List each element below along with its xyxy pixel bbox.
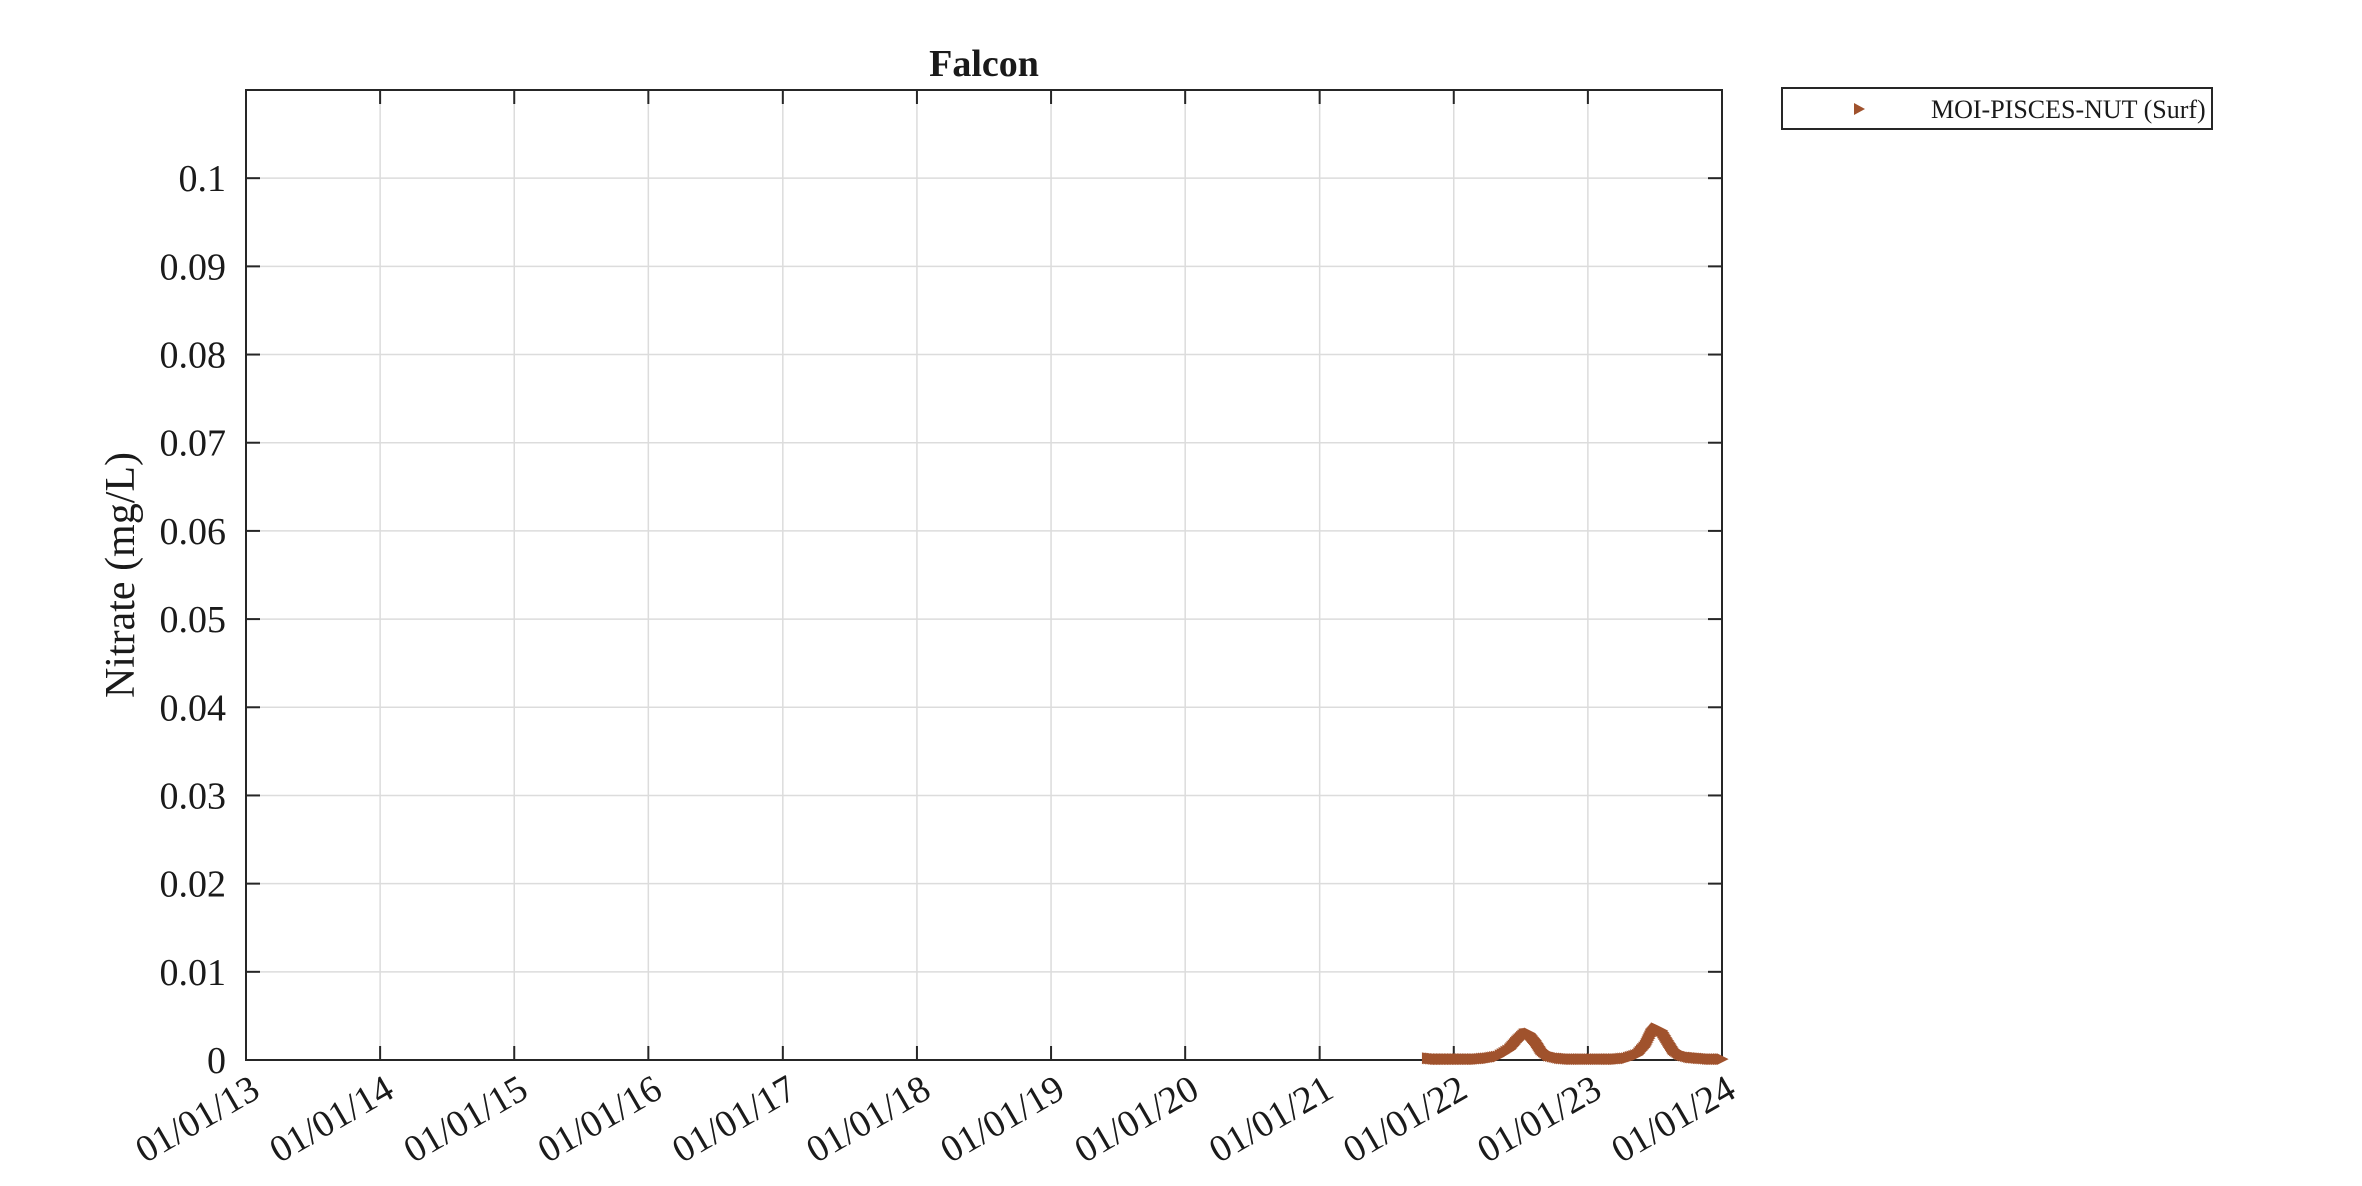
y-tick-label: 0.05: [160, 599, 227, 641]
x-tick-label: 01/01/15: [397, 1067, 535, 1171]
legend-marker-triangle-icon: [1854, 103, 1865, 115]
y-tick-label: 0.01: [160, 952, 227, 994]
data-series: [1421, 1022, 1729, 1066]
legend-entry-label: MOI-PISCES-NUT (Surf): [1931, 95, 2206, 124]
x-tick-label: 01/01/18: [799, 1067, 937, 1171]
chart-title: Falcon: [929, 43, 1039, 85]
y-tick-label: 0.07: [160, 423, 227, 465]
x-tick-label: 01/01/22: [1336, 1067, 1474, 1171]
y-tick-label: 0: [207, 1040, 226, 1082]
x-tick-label: 01/01/24: [1604, 1067, 1742, 1171]
x-tick-label: 01/01/13: [128, 1067, 266, 1171]
y-axis-label: Nitrate (mg/L): [98, 452, 144, 698]
x-tick-label: 01/01/17: [665, 1067, 803, 1171]
x-tick-label: 01/01/21: [1202, 1067, 1340, 1171]
x-tick-label: 01/01/14: [263, 1067, 401, 1171]
plot-area: [245, 89, 1723, 1061]
y-tick-labels: 0 0.01 0.02 0.03 0.04 0.05 0.06 0.07 0.08 0.09 0.1: [160, 158, 227, 1082]
x-tick-label: 01/01/23: [1470, 1067, 1608, 1171]
data-point: [1716, 1053, 1729, 1066]
y-tick-label: 0.04: [160, 687, 227, 729]
legend-box: [1781, 87, 2213, 130]
y-tick-label: 0.06: [160, 511, 227, 553]
y-tick-label: 0.1: [179, 158, 227, 200]
legend: MOI-PISCES-NUT (Surf): [1781, 87, 2213, 130]
y-tick-label: 0.03: [160, 775, 227, 817]
y-tick-label: 0.08: [160, 335, 227, 377]
y-tick-label: 0.09: [160, 246, 227, 288]
axis-ticks: [245, 90, 1723, 1061]
x-tick-label: 01/01/20: [1068, 1067, 1206, 1171]
grid-lines: [246, 90, 1722, 1060]
x-tick-label: 01/01/19: [934, 1067, 1072, 1171]
x-tick-labels: 01/01/1301/01/1401/01/1501/01/1601/01/17…: [128, 1067, 1742, 1171]
y-tick-label: 0.02: [160, 864, 227, 906]
series-0: [1421, 1022, 1729, 1066]
x-tick-label: 01/01/16: [531, 1067, 669, 1171]
